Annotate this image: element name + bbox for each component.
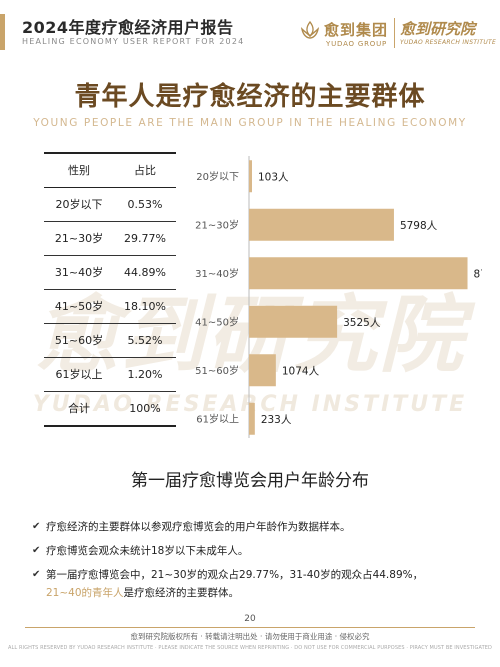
page-title: 青年人是疗愈经济的主要群体 xyxy=(74,82,426,112)
category-label: 21~30岁 xyxy=(195,218,239,231)
table-cell-age: 20岁以下 xyxy=(55,198,103,211)
lotus-icon xyxy=(300,20,320,39)
bar xyxy=(249,402,255,435)
bar xyxy=(249,305,338,338)
report-title: 2024年度疗愈经济用户报告 xyxy=(22,18,234,37)
note-text: 疗愈经济的主要群体以参观疗愈博览会的用户年龄作为数据样本。 xyxy=(46,521,351,533)
value-label: 103人 xyxy=(258,171,289,183)
institute-logo-en: YUDAO RESEARCH INSTITUTE xyxy=(400,39,497,46)
checkmark-icon: ✔ xyxy=(32,545,41,556)
logo-divider xyxy=(394,18,395,48)
table-row: 61岁以上 1.20% xyxy=(44,358,176,392)
table-cell-share: 44.89% xyxy=(124,266,166,279)
table-row: 21~30岁 29.77% xyxy=(44,222,176,256)
logo-cn-text: 愈到集团 xyxy=(324,21,389,39)
header-accent-bar xyxy=(0,14,5,50)
category-label: 20岁以下 xyxy=(196,170,239,183)
bar xyxy=(249,354,276,387)
footer-copyright-en: ALL RIGHTS RESERVED BY YUDAO RESEARCH IN… xyxy=(8,645,492,651)
page-subtitle: YOUNG PEOPLE ARE THE MAIN GROUP IN THE H… xyxy=(33,117,467,129)
logo-en-text: YUDAO GROUP xyxy=(326,40,388,48)
footer-divider xyxy=(25,627,475,628)
bar xyxy=(249,160,252,193)
value-label: 233人 xyxy=(261,414,292,426)
table-row: 41~50岁 18.10% xyxy=(44,290,176,324)
yudao-group-logo: 愈到集团 YUDAO GROUP xyxy=(300,16,400,52)
table-cell-age: 41~50岁 xyxy=(54,300,104,313)
table-cell-age: 61岁以上 xyxy=(55,368,103,381)
table-cell-age: 21~30岁 xyxy=(54,232,104,245)
list-item: ✔ 疗愈博览会观众未统计18岁以下未成年人。 xyxy=(32,542,472,560)
list-item: ✔ 疗愈经济的主要群体以参观疗愈博览会的用户年龄作为数据样本。 xyxy=(32,518,472,536)
table-cell-share: 0.53% xyxy=(127,198,163,211)
list-item: ✔ 第一届疗愈博览会中，21~30岁的观众占29.77%，31-40岁的观众占4… xyxy=(32,566,472,602)
table-row: 31~40岁 44.89% xyxy=(44,256,176,290)
table-cell-total-value: 100% xyxy=(129,402,161,415)
category-label: 51~60岁 xyxy=(195,364,239,377)
table-cell-age: 31~40岁 xyxy=(54,266,104,279)
age-distribution-bar-chart: 20岁以下 103人 21~30岁 5798人 31~40岁 8741人 41~50岁 352… xyxy=(195,156,482,438)
table-cell-share: 29.77% xyxy=(124,232,166,245)
table-header-cell: 占比 xyxy=(134,164,156,177)
footer-copyright-cn: 愈到研究院版权所有 · 转载请注明出处 · 请勿使用于商业用途 · 侵权必究 xyxy=(130,632,370,641)
table-cell-age: 51~60岁 xyxy=(54,334,104,347)
value-label: 8741人 xyxy=(474,268,482,280)
value-label: 3525人 xyxy=(343,317,381,329)
table-total-row: 合计 100% xyxy=(44,392,176,427)
table-cell-share: 5.52% xyxy=(127,334,163,347)
bar xyxy=(249,208,394,241)
table-cell-share: 1.20% xyxy=(127,368,163,381)
note-text: 第一届疗愈博览会中，21~30岁的观众占29.77%，31-40岁的观众占44.… xyxy=(46,569,424,581)
table-header-cell: 性别 xyxy=(68,164,90,177)
table-row: 51~60岁 5.52% xyxy=(44,324,176,358)
checkmark-icon: ✔ xyxy=(32,521,41,532)
category-label: 61岁以上 xyxy=(196,412,239,425)
category-label: 31~40岁 xyxy=(195,267,239,280)
note-text: 疗愈博览会观众未统计18岁以下未成年人。 xyxy=(46,545,249,557)
value-label: 5798人 xyxy=(400,220,438,232)
notes-list: ✔ 疗愈经济的主要群体以参观疗愈博览会的用户年龄作为数据样本。 ✔ 疗愈博览会观… xyxy=(32,518,472,608)
report-subtitle: HEALING ECONOMY USER REPORT FOR 2024 xyxy=(22,37,245,46)
table-row: 20岁以下 0.53% xyxy=(44,188,176,222)
institute-logo-cn: 愈到研究院 xyxy=(400,20,476,38)
table-cell-total-label: 合计 xyxy=(68,402,90,415)
table-cell-share: 18.10% xyxy=(124,300,166,313)
note-highlight: 21~40的青年人 xyxy=(46,587,124,599)
checkmark-icon: ✔ xyxy=(32,569,41,580)
note-text: 是疗愈经济的主要群体。 xyxy=(123,587,240,599)
bar xyxy=(249,257,468,290)
report-header: 2024年度疗愈经济用户报告 HEALING ECONOMY USER REPO… xyxy=(0,0,500,62)
age-share-table: 性别 占比 20岁以下 0.53% 21~30岁 29.77% 31~40岁 4… xyxy=(44,152,176,427)
page-number: 20 xyxy=(244,614,256,624)
category-label: 41~50岁 xyxy=(195,315,239,328)
chart-title: 第一届疗愈博览会用户年龄分布 xyxy=(131,471,369,491)
table-header-row: 性别 占比 xyxy=(44,152,176,188)
value-label: 1074人 xyxy=(282,365,320,377)
